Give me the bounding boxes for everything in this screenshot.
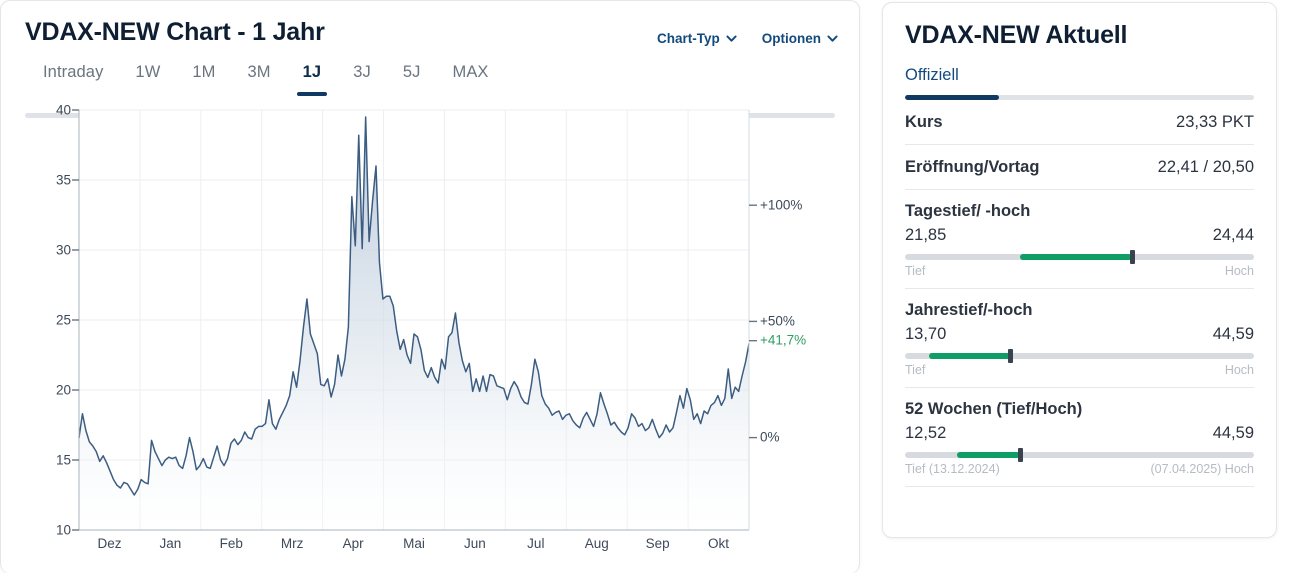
options-label: Optionen xyxy=(761,31,821,46)
range-high-caption: (07.04.2025) Hoch xyxy=(1150,462,1254,476)
x-axis-tick-label: Mrz xyxy=(280,535,304,551)
chart-type-dropdown[interactable]: Chart-Typ xyxy=(657,31,737,46)
range-low-value: 21,85 xyxy=(905,226,947,244)
range-slider-marker xyxy=(1007,349,1013,363)
range-low-value: 12,52 xyxy=(905,424,947,442)
range-slider xyxy=(905,250,1254,264)
y-axis-tick-label: 35 xyxy=(55,172,71,187)
row-kurs-label: Kurs xyxy=(905,113,943,131)
range-tagestief-hoch: Tagestief/ -hoch 21,85 24,44 Tief Hoch xyxy=(905,190,1254,289)
chart-card: VDAX-NEW Chart - 1 Jahr Chart-Typ Option… xyxy=(0,0,860,573)
y-axis-tick-label: 30 xyxy=(55,242,71,257)
range-slider xyxy=(905,448,1254,462)
x-axis-tick-label: Jan xyxy=(159,535,182,551)
tab-1w[interactable]: 1W xyxy=(135,62,161,81)
tab-1m[interactable]: 1M xyxy=(192,62,216,81)
row-eroeffnung-vortag-value: 22,41 / 20,50 xyxy=(1157,158,1254,176)
range-slider-marker xyxy=(1129,250,1135,264)
x-axis-tick-label: Sep xyxy=(645,535,670,551)
range-title: Tagestief/ -hoch xyxy=(905,202,1031,220)
range-title: Jahrestief/-hoch xyxy=(905,301,1033,319)
x-axis-tick-label: Apr xyxy=(342,535,364,551)
range-slider xyxy=(905,349,1254,363)
tab-3j[interactable]: 3J xyxy=(353,62,371,81)
x-axis-tick-label: Aug xyxy=(584,535,609,551)
options-dropdown[interactable]: Optionen xyxy=(761,31,838,46)
percent-axis-tick-label: +50% xyxy=(760,313,795,329)
tab-3m[interactable]: 3M xyxy=(247,62,271,81)
range-slider-fill xyxy=(957,452,1021,458)
range-jahrestief-hoch: Jahrestief/-hoch 13,70 44,59 Tief Hoch xyxy=(905,289,1254,388)
y-axis-tick-label: 20 xyxy=(55,382,71,397)
range-high-caption: Hoch xyxy=(1224,264,1254,278)
quote-title: VDAX-NEW Aktuell xyxy=(905,21,1128,49)
quote-tabs: Offiziell xyxy=(905,66,1254,95)
x-axis-tick-label: Feb xyxy=(219,535,243,551)
chart-type-label: Chart-Typ xyxy=(657,31,720,46)
range-slider-fill xyxy=(1020,254,1132,260)
x-axis-tick-label: Jul xyxy=(527,535,545,551)
percent-axis-tick-label: 0% xyxy=(760,429,780,445)
percent-axis-tick-label: +100% xyxy=(760,197,803,213)
percent-axis-tick-label: +41,7% xyxy=(760,332,807,348)
range-high-value: 44,59 xyxy=(1212,325,1254,343)
quote-card: VDAX-NEW Aktuell Offiziell Kurs 23,33 PK… xyxy=(882,2,1277,538)
range-title: 52 Wochen (Tief/Hoch) xyxy=(905,400,1083,418)
page-title: VDAX-NEW Chart - 1 Jahr xyxy=(25,18,325,46)
chevron-down-icon xyxy=(827,33,838,43)
row-eroeffnung-vortag-label: Eröffnung/Vortag xyxy=(905,158,1040,176)
tab-5j[interactable]: 5J xyxy=(402,62,421,81)
range-low-caption: Tief xyxy=(905,363,926,377)
row-eroeffnung-vortag: Eröffnung/Vortag 22,41 / 20,50 xyxy=(905,145,1254,190)
y-axis-tick-label: 25 xyxy=(55,312,71,327)
chart-plot-area[interactable]: 10 15 20 25 30 35 40 0% +50% +100% +41,7% Dez Jan F… xyxy=(1,102,861,551)
row-kurs-value: 23,33 PKT xyxy=(1176,113,1254,131)
timeframe-tabs: Intraday 1W 1M 3M 1J 3J 5J MAX xyxy=(1,47,859,96)
range-high-value: 24,44 xyxy=(1212,226,1254,244)
quote-tab-indicator xyxy=(905,95,1000,100)
range-low-caption: Tief xyxy=(905,264,926,278)
tab-max[interactable]: MAX xyxy=(452,62,489,81)
range-low-caption: Tief (13.12.2024) xyxy=(905,462,1000,476)
range-high-caption: Hoch xyxy=(1224,363,1254,377)
range-high-value: 44,59 xyxy=(1212,424,1254,442)
y-axis-tick-label: 40 xyxy=(55,102,71,117)
range-52-wochen: 52 Wochen (Tief/Hoch) 12,52 44,59 Tief (… xyxy=(905,388,1254,487)
tab-1j[interactable]: 1J xyxy=(287,63,338,96)
chart-card-header: VDAX-NEW Chart - 1 Jahr Chart-Typ Option… xyxy=(1,1,859,47)
x-axis-tick-label: Jun xyxy=(464,535,486,551)
price-chart-svg xyxy=(72,108,757,531)
chevron-down-icon xyxy=(726,33,737,43)
chart-header-actions: Chart-Typ Optionen xyxy=(657,19,838,46)
x-axis-tick-label: Okt xyxy=(708,535,730,551)
row-kurs: Kurs 23,33 PKT xyxy=(905,100,1254,145)
quote-tab-track xyxy=(905,95,1254,100)
tab-offiziell[interactable]: Offiziell xyxy=(905,66,959,84)
x-axis-tick-label: Mai xyxy=(403,535,425,551)
range-slider-marker xyxy=(1018,448,1024,462)
x-axis-tick-label: Dez xyxy=(97,535,122,551)
range-slider-fill xyxy=(929,353,1010,359)
range-low-value: 13,70 xyxy=(905,325,947,343)
y-axis-tick-label: 10 xyxy=(55,522,71,537)
tab-intraday[interactable]: Intraday xyxy=(43,62,104,81)
y-axis-tick-label: 15 xyxy=(55,452,71,467)
